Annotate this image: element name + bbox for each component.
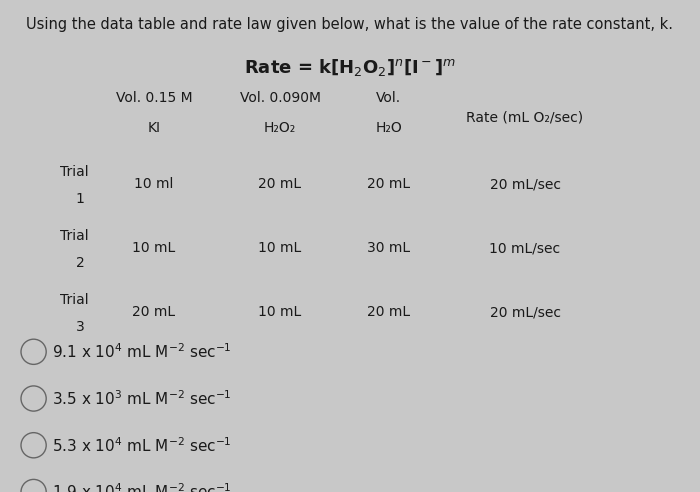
Text: 20 mL: 20 mL <box>132 305 176 319</box>
Text: 3.5 x 10$^{3}$ mL M$^{-2}$ sec$^{-1}$: 3.5 x 10$^{3}$ mL M$^{-2}$ sec$^{-1}$ <box>52 389 232 408</box>
Text: 10 mL: 10 mL <box>258 305 302 319</box>
Text: Trial: Trial <box>60 165 88 179</box>
Text: H₂O: H₂O <box>375 121 402 134</box>
Text: Vol.: Vol. <box>376 91 401 105</box>
Text: 10 mL: 10 mL <box>258 241 302 255</box>
Text: Rate = k[H$_2$O$_2$]$^n$[I$^-$]$^m$: Rate = k[H$_2$O$_2$]$^n$[I$^-$]$^m$ <box>244 57 456 78</box>
Text: 30 mL: 30 mL <box>367 241 410 255</box>
Text: Trial: Trial <box>60 293 88 307</box>
Text: 20 mL: 20 mL <box>367 305 410 319</box>
Text: H₂O₂: H₂O₂ <box>264 121 296 134</box>
Text: 2: 2 <box>76 256 84 270</box>
Text: Trial: Trial <box>60 229 88 243</box>
Text: 9.1 x 10$^{4}$ mL M$^{-2}$ sec$^{-1}$: 9.1 x 10$^{4}$ mL M$^{-2}$ sec$^{-1}$ <box>52 342 232 361</box>
Text: 10 mL/sec: 10 mL/sec <box>489 241 561 255</box>
Text: 20 mL/sec: 20 mL/sec <box>489 177 561 191</box>
Text: Vol. 0.090M: Vol. 0.090M <box>239 91 321 105</box>
Text: 10 mL: 10 mL <box>132 241 176 255</box>
Text: 10 ml: 10 ml <box>134 177 174 191</box>
Text: Rate (mL O₂/sec): Rate (mL O₂/sec) <box>466 111 584 124</box>
Text: 20 mL: 20 mL <box>258 177 302 191</box>
Text: 1.9 x 10$^{4}$ mL M$^{-2}$ sec$^{-1}$: 1.9 x 10$^{4}$ mL M$^{-2}$ sec$^{-1}$ <box>52 483 232 492</box>
Text: 20 mL/sec: 20 mL/sec <box>489 305 561 319</box>
Text: 20 mL: 20 mL <box>367 177 410 191</box>
Text: Using the data table and rate law given below, what is the value of the rate con: Using the data table and rate law given … <box>27 17 673 32</box>
Text: 5.3 x 10$^{4}$ mL M$^{-2}$ sec$^{-1}$: 5.3 x 10$^{4}$ mL M$^{-2}$ sec$^{-1}$ <box>52 436 232 455</box>
Text: Vol. 0.15 M: Vol. 0.15 M <box>116 91 192 105</box>
Text: 3: 3 <box>76 320 84 334</box>
Text: 1: 1 <box>76 192 85 206</box>
Text: KI: KI <box>148 121 160 134</box>
